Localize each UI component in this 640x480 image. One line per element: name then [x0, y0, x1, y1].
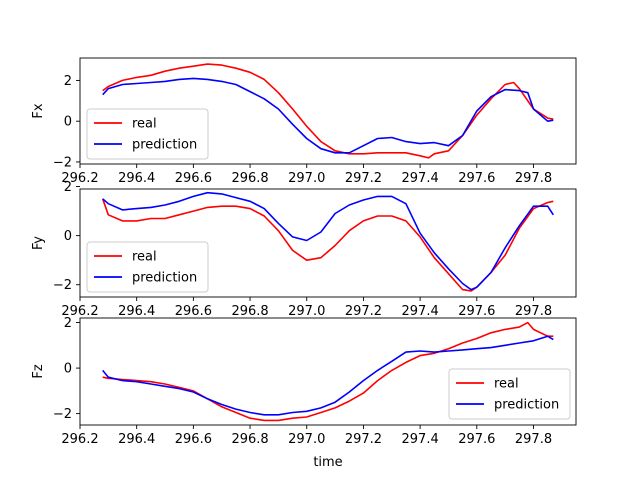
x-tick-label: 297.4: [402, 304, 439, 319]
x-axis-label: time: [313, 455, 342, 470]
x-tick-label: 297.2: [345, 432, 382, 447]
x-tick-label: 296.6: [175, 171, 212, 186]
x-tick-label: 297.8: [515, 171, 552, 186]
legend-label-real: real: [132, 117, 157, 132]
x-tick-label: 296.4: [118, 432, 155, 447]
legend: real prediction: [86, 241, 209, 293]
x-tick-label: 296.2: [61, 432, 98, 447]
series-line-prediction: [102, 77, 554, 154]
y-axis-label: Fx: [31, 103, 46, 118]
x-tick-label: 296.8: [231, 432, 268, 447]
y-tick-label: −2: [53, 155, 72, 170]
legend: real prediction: [448, 368, 571, 420]
legend-label-prediction: prediction: [494, 398, 559, 413]
x-tick-label: 296.8: [231, 304, 268, 319]
y-axis-label: Fy: [31, 236, 46, 250]
series-line-real: [102, 321, 554, 422]
x-tick-label: 297.6: [458, 171, 495, 186]
legend-label-prediction: prediction: [132, 271, 197, 286]
y-tick-label: 2: [64, 74, 72, 89]
y-tick-label: 2: [64, 316, 72, 331]
x-tick-label: 297.6: [458, 432, 495, 447]
legend-label-prediction: prediction: [132, 138, 197, 153]
x-tick-label: 296.8: [231, 171, 268, 186]
chart-panel-fz: 296.2 296.4 296.6 296.8 297.0 297.2 297.4 297.6…: [31, 316, 577, 470]
legend-box: [86, 108, 209, 160]
x-tick-label: 297.2: [345, 171, 382, 186]
x-tick-label: 297.4: [402, 171, 439, 186]
y-tick-label: 0: [64, 229, 72, 244]
axes-frame: [79, 188, 577, 298]
x-tick-label: 297.4: [402, 432, 439, 447]
chart-panel-fx: 296.2 296.4 296.6 296.8 297.0 297.2 297.4 297.6…: [31, 57, 577, 186]
series-line-prediction: [102, 335, 554, 416]
x-tick-label: 297.0: [288, 304, 325, 319]
legend-label-real: real: [132, 250, 157, 265]
legend-box: [86, 241, 209, 293]
legend-box: [448, 368, 571, 420]
x-tick-label: 297.8: [515, 304, 552, 319]
x-tick-label: 297.0: [288, 432, 325, 447]
y-tick-label: 2: [64, 180, 72, 195]
x-tick-label: 296.2: [61, 171, 98, 186]
x-tick-label: 296.4: [118, 171, 155, 186]
axes-frame: [79, 57, 577, 165]
x-tick-label: 297.2: [345, 304, 382, 319]
y-tick-label: 0: [64, 115, 72, 130]
legend-label-real: real: [494, 377, 519, 392]
x-tick-label: 296.2: [61, 304, 98, 319]
series-line-prediction: [102, 191, 554, 291]
legend: real prediction: [86, 108, 209, 160]
y-tick-label: 0: [64, 362, 72, 377]
axes-frame: [79, 317, 577, 426]
y-axis-label: Fz: [31, 364, 46, 378]
y-tick-label: −2: [53, 407, 72, 422]
x-tick-label: 296.6: [175, 304, 212, 319]
y-tick-label: −2: [53, 278, 72, 293]
x-tick-label: 296.6: [175, 432, 212, 447]
x-tick-label: 297.6: [458, 304, 495, 319]
x-tick-label: 297.0: [288, 171, 325, 186]
x-tick-label: 297.8: [515, 432, 552, 447]
x-tick-label: 296.4: [118, 304, 155, 319]
chart-panel-fy: 296.2 296.4 296.6 296.8 297.0 297.2 297.4 297.6…: [31, 180, 577, 319]
